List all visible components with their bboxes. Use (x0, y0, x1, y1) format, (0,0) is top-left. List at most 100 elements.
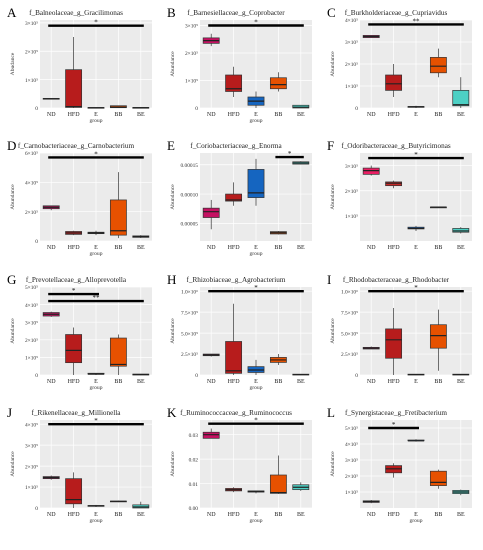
box-e (247, 158, 265, 206)
xtick-label: HFD (388, 112, 401, 118)
ytick-label: 2×10⁵ (185, 51, 198, 57)
xtick-label: HFD (68, 245, 81, 251)
y-axis-label: Abundance (170, 318, 176, 344)
box-body (109, 337, 127, 367)
y-axis-label: Abundance (10, 451, 16, 477)
x-axis-label: group (249, 385, 262, 391)
box-hfd (225, 487, 243, 493)
xtick-label: ND (207, 379, 216, 385)
ytick-label: 0.01 (189, 482, 199, 488)
box-bb (429, 48, 447, 78)
xtick-label: BB (274, 245, 282, 251)
box-hfd (385, 463, 403, 478)
box-body (225, 74, 243, 92)
box-bb (429, 206, 447, 209)
box-e (247, 490, 265, 494)
panel-letter: I (327, 272, 331, 287)
xtick-label: BE (457, 512, 465, 518)
ytick-label: 1×10⁵ (185, 79, 198, 85)
panel-letter: E (167, 138, 175, 153)
ytick-label: 6×10⁵ (25, 151, 38, 157)
xtick-label: BE (137, 512, 145, 518)
xtick-label: BE (297, 379, 305, 385)
xtick-label: BB (434, 379, 442, 385)
box-body (429, 57, 447, 74)
ytick-label: 1.0×10⁶ (341, 289, 358, 295)
box-hfd (65, 230, 83, 236)
ytick-label: 2×10⁵ (25, 338, 38, 344)
panel-letter: K (167, 405, 177, 420)
x-axis-label: group (89, 251, 102, 257)
ytick-label: 2×10⁵ (25, 49, 38, 55)
ytick-label: 0.03 (189, 433, 199, 439)
box-e (87, 107, 105, 109)
box-bb (109, 105, 127, 109)
xtick-label: BB (274, 512, 282, 518)
xtick-label: E (414, 112, 418, 118)
box-body (452, 228, 470, 233)
box-body (202, 207, 220, 218)
box-bb (109, 172, 127, 239)
ytick-label: 0 (355, 373, 358, 379)
ytick-label: 0.02 (189, 457, 199, 463)
panel-letter: L (327, 405, 335, 420)
box-nd (362, 165, 380, 176)
significance-label: * (392, 421, 396, 429)
ytick-label: 0.00005 (180, 222, 198, 228)
xtick-label: HFD (68, 512, 81, 518)
box-nd (202, 428, 220, 439)
panel-title: f_Synergistaceae_g_Fretibacterium (345, 409, 447, 417)
xtick-label: ND (207, 512, 216, 518)
ytick-label: 3×10⁵ (345, 458, 358, 464)
xtick-label: BE (137, 112, 145, 118)
box-body (429, 470, 447, 486)
box-be (452, 227, 470, 234)
ytick-label: 4×10⁵ (345, 18, 358, 24)
box-body (362, 167, 380, 175)
ytick-label: 4×10⁵ (345, 442, 358, 448)
xtick-label: E (254, 112, 258, 118)
ytick-label: 2×10⁵ (345, 189, 358, 195)
box-be (292, 482, 310, 491)
significance-label: * (72, 287, 76, 295)
box-hfd (385, 307, 403, 375)
ytick-label: 1×10⁵ (345, 214, 358, 220)
xtick-label: HFD (388, 379, 401, 385)
box-body (202, 431, 220, 439)
x-axis-label: group (249, 118, 262, 124)
panel-letter: J (7, 405, 12, 420)
xtick-label: ND (47, 112, 56, 118)
panel-title: f_Prevotellaceae_g_Alloprevotella (26, 276, 127, 284)
xtick-label: HFD (388, 512, 401, 518)
xtick-label: HFD (228, 379, 241, 385)
ytick-label: 0.00 (189, 506, 199, 512)
panel-title: f_Barnesiellaceae_g_Coprobacter (187, 9, 285, 17)
xtick-label: E (94, 512, 98, 518)
box-body (65, 334, 83, 364)
ytick-label: 2.5×10⁵ (181, 352, 198, 358)
significance-label: * (254, 284, 258, 292)
ytick-label: 5.0×10⁵ (341, 331, 358, 337)
y-axis-label: Abundance (10, 184, 16, 210)
box-nd (202, 353, 220, 357)
ytick-label: 5×10⁵ (25, 285, 38, 291)
xtick-label: E (414, 512, 418, 518)
box-body (385, 74, 403, 91)
ytick-label: 4×10⁵ (25, 422, 38, 428)
y-axis-label: Abundance (170, 451, 176, 477)
ytick-label: 3×10⁵ (25, 320, 38, 326)
xtick-label: E (94, 112, 98, 118)
xtick-label: BE (297, 245, 305, 251)
ytick-label: 7.5×10⁵ (341, 310, 358, 316)
panel-title: f_Odoribacteraceae_g_Butyricimonas (341, 142, 451, 150)
xtick-label: BB (114, 512, 122, 518)
xtick-label: BB (114, 112, 122, 118)
ytick-label: 1×10⁵ (345, 84, 358, 90)
